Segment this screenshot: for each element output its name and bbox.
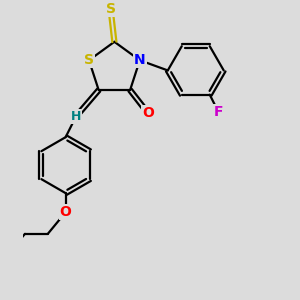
Text: F: F [214,106,224,119]
Text: S: S [106,2,116,16]
Text: S: S [84,53,94,67]
Text: H: H [70,110,81,123]
Text: O: O [60,205,72,219]
Text: O: O [142,106,154,120]
Text: N: N [134,53,146,67]
